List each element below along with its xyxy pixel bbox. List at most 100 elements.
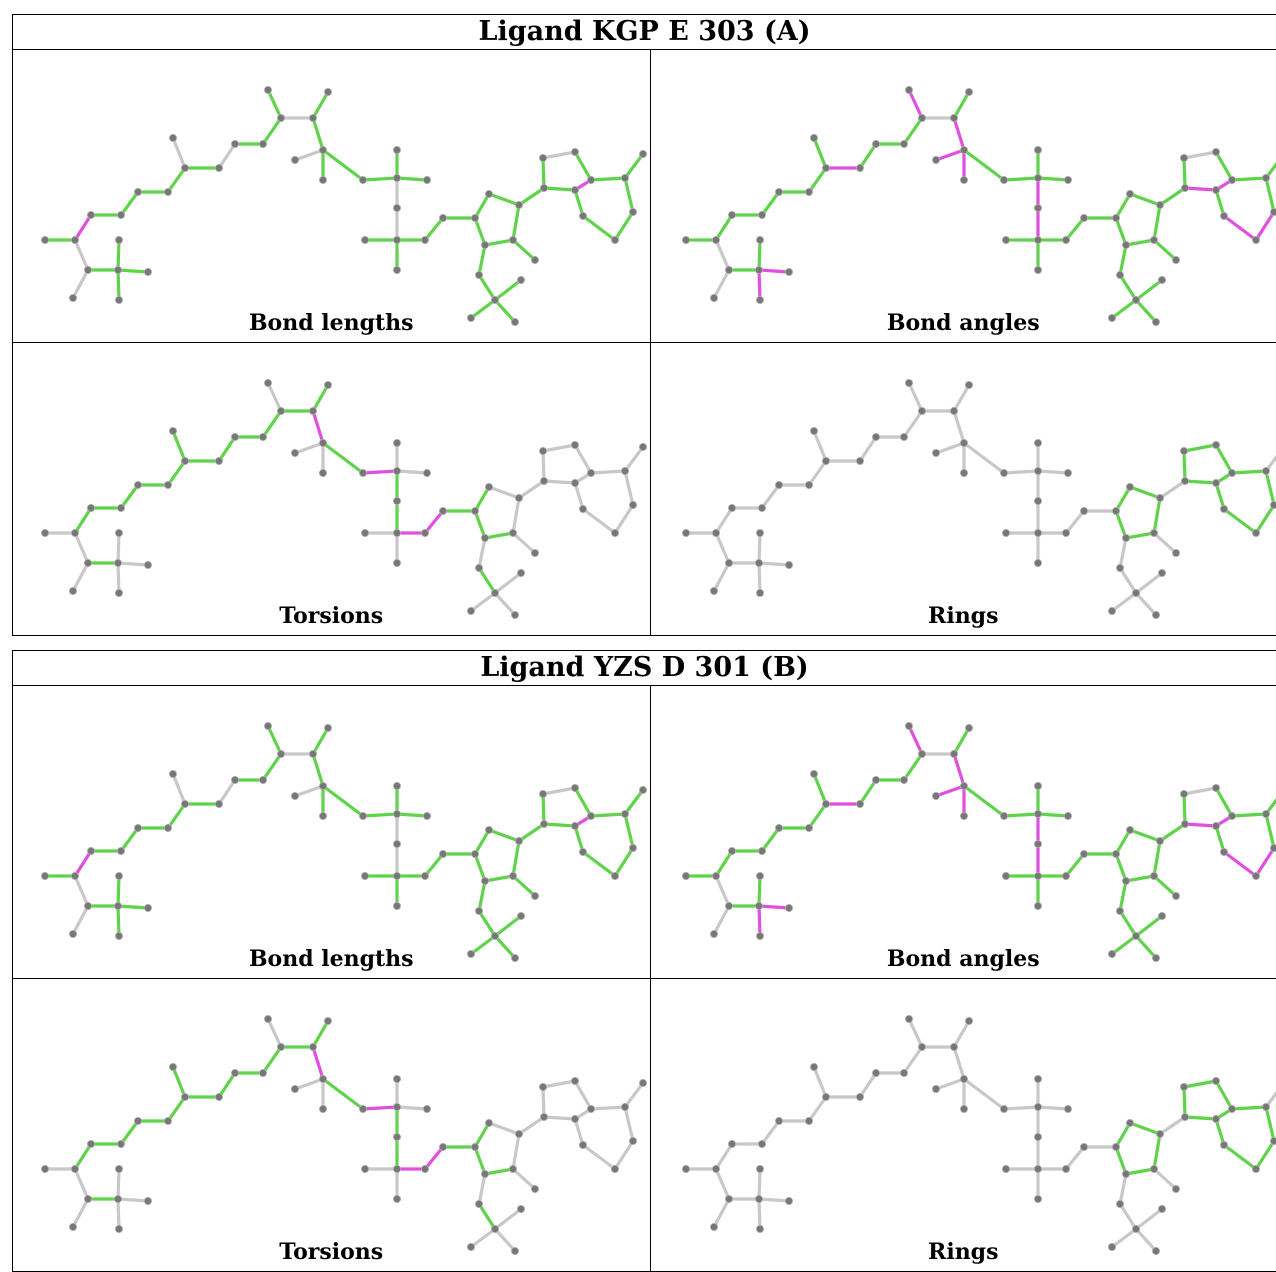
atom xyxy=(393,1195,400,1202)
atom xyxy=(1034,810,1041,817)
atom xyxy=(115,932,122,939)
atom xyxy=(1034,146,1041,153)
atom xyxy=(932,792,939,799)
atom xyxy=(277,114,284,121)
atom xyxy=(309,114,316,121)
atom xyxy=(309,750,316,757)
atom xyxy=(1116,564,1123,571)
atom xyxy=(393,497,400,504)
atom xyxy=(69,587,76,594)
atom xyxy=(932,449,939,456)
panel-caption: Bond angles xyxy=(651,310,1276,336)
atom xyxy=(1156,837,1163,844)
atom xyxy=(1158,276,1165,283)
atom xyxy=(393,840,400,847)
atom xyxy=(423,1105,430,1112)
atom xyxy=(1034,497,1041,504)
atom xyxy=(1212,441,1219,448)
atom xyxy=(517,912,524,919)
panel-rings: Rings xyxy=(650,343,1276,635)
atom xyxy=(471,507,478,514)
atom xyxy=(1158,569,1165,576)
atom xyxy=(856,1093,863,1100)
atom xyxy=(1116,907,1123,914)
atom xyxy=(169,1063,176,1070)
atom xyxy=(1156,1130,1163,1137)
atom xyxy=(856,164,863,171)
atom xyxy=(531,256,538,263)
panel-bond-lengths: Bond lengths xyxy=(13,50,650,342)
atom xyxy=(491,589,498,596)
atom xyxy=(1180,1083,1187,1090)
atom xyxy=(785,268,792,275)
atom xyxy=(1220,848,1227,855)
atom xyxy=(960,1075,967,1082)
atom xyxy=(1080,507,1087,514)
molecule-diagram xyxy=(651,50,1276,342)
atom xyxy=(117,211,124,218)
panel-caption: Bond lengths xyxy=(13,946,650,972)
panel-torsions: Torsions xyxy=(13,343,650,635)
atom xyxy=(439,850,446,857)
atom xyxy=(710,1223,717,1230)
atom xyxy=(611,529,618,536)
atom xyxy=(775,1117,782,1124)
atom xyxy=(319,812,326,819)
atom xyxy=(1122,1170,1129,1177)
atom xyxy=(822,164,829,171)
atom xyxy=(805,1117,812,1124)
atom xyxy=(117,847,124,854)
atom xyxy=(905,379,912,386)
atom xyxy=(1172,1185,1179,1192)
atom xyxy=(785,904,792,911)
atom xyxy=(393,204,400,211)
atom xyxy=(1181,1113,1188,1120)
atom xyxy=(87,211,94,218)
atom xyxy=(481,1170,488,1177)
atom xyxy=(571,148,578,155)
atom xyxy=(1034,1103,1041,1110)
atom xyxy=(1000,176,1007,183)
atom xyxy=(805,824,812,831)
atom xyxy=(1034,266,1041,273)
atom xyxy=(393,1165,400,1172)
atom xyxy=(393,810,400,817)
atom xyxy=(71,236,78,243)
ligand-table-a: Ligand KGP E 303 (A) Bond lengths Bond a… xyxy=(12,14,1276,636)
atom xyxy=(1080,214,1087,221)
atom xyxy=(1064,176,1071,183)
atom xyxy=(169,134,176,141)
atom xyxy=(1158,912,1165,919)
atom xyxy=(439,1143,446,1150)
atom xyxy=(755,902,762,909)
atom xyxy=(810,427,817,434)
atom xyxy=(134,1117,141,1124)
atom xyxy=(169,770,176,777)
atom xyxy=(1034,529,1041,536)
atom xyxy=(571,784,578,791)
atom xyxy=(291,449,298,456)
atom xyxy=(87,504,94,511)
atom xyxy=(1002,529,1009,536)
atom xyxy=(291,1085,298,1092)
atom xyxy=(1126,483,1133,490)
atom xyxy=(393,236,400,243)
atom xyxy=(1262,174,1269,181)
atom xyxy=(69,294,76,301)
atom xyxy=(114,902,121,909)
atom xyxy=(1270,844,1276,851)
atom xyxy=(1270,1137,1276,1144)
atom xyxy=(587,469,594,476)
atom xyxy=(71,872,78,879)
atom xyxy=(1150,1165,1157,1172)
atom xyxy=(611,1165,618,1172)
atom xyxy=(259,1069,266,1076)
atom xyxy=(309,407,316,414)
molecule-diagram xyxy=(651,979,1276,1271)
atom xyxy=(359,812,366,819)
atom xyxy=(587,1105,594,1112)
atom xyxy=(319,1105,326,1112)
atom xyxy=(1212,1077,1219,1084)
atom xyxy=(517,276,524,283)
atom xyxy=(950,1043,957,1050)
